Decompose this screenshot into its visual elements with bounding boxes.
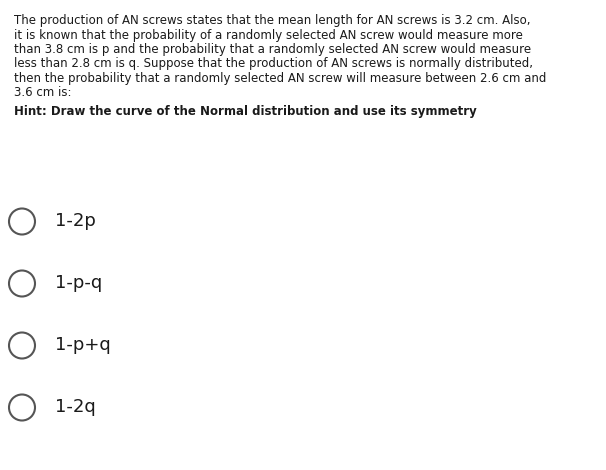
Text: less than 2.8 cm is q. Suppose that the production of AN screws is normally dist: less than 2.8 cm is q. Suppose that the … (14, 57, 533, 70)
Text: then the probability that a randomly selected AN screw will measure between 2.6 : then the probability that a randomly sel… (14, 72, 547, 85)
Text: Hint: Draw the curve of the Normal distribution and use its symmetry: Hint: Draw the curve of the Normal distr… (14, 105, 477, 118)
Text: 1-2q: 1-2q (55, 399, 96, 416)
Text: 1-p-q: 1-p-q (55, 274, 102, 292)
Text: 3.6 cm is:: 3.6 cm is: (14, 86, 72, 100)
Text: than 3.8 cm is p and the probability that a randomly selected AN screw would mea: than 3.8 cm is p and the probability tha… (14, 43, 531, 56)
Text: 1-2p: 1-2p (55, 212, 96, 230)
Text: The production of AN screws states that the mean length for AN screws is 3.2 cm.: The production of AN screws states that … (14, 14, 530, 27)
Text: it is known that the probability of a randomly selected AN screw would measure m: it is known that the probability of a ra… (14, 29, 523, 41)
Text: 1-p+q: 1-p+q (55, 337, 111, 354)
